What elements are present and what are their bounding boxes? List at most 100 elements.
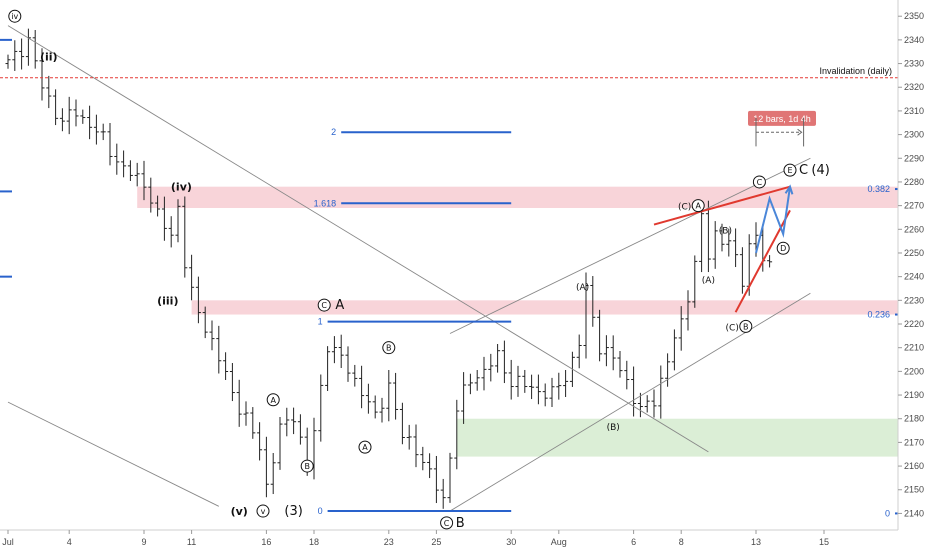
ohlc-bar (202, 306, 208, 339)
time-tick-label: 15 (819, 537, 829, 547)
ohlc-bar (644, 395, 650, 413)
ohlc-bar (712, 221, 718, 269)
time-tick-label: 6 (631, 537, 636, 547)
channel-upper-line[interactable] (449, 157, 811, 334)
wave-label: (v) (231, 505, 248, 518)
wave-label: iv (11, 12, 18, 21)
ohlc-bar (73, 99, 79, 127)
ohlc-bar (556, 372, 562, 400)
ohlc-bar (590, 276, 596, 327)
price-axis[interactable]: 2140 2150 2160 2170 2180 2190 2200 2210 2220 2230… (897, 0, 932, 550)
ohlc-bar (195, 276, 201, 324)
ohlc-bar (603, 335, 609, 367)
ohlc-bar (168, 216, 174, 248)
ohlc-bar (461, 372, 467, 424)
ohlc-bar (671, 329, 677, 371)
ohlc-bar (481, 356, 487, 391)
measure-arrow (797, 128, 803, 136)
time-axis[interactable]: Jul 4 9 11 16 18 23 25 30 Aug 6 8 13 15 (0, 529, 898, 547)
price-tick-label: 2200 (904, 366, 924, 376)
wave-label-circle (317, 298, 331, 312)
wave-label: (iii) (157, 294, 178, 307)
wave-label: C (444, 519, 450, 528)
time-tick-label: 11 (187, 537, 196, 547)
wave-label-circle (776, 241, 790, 255)
ohlc-bar (257, 422, 263, 461)
trendlines[interactable] (7, 25, 811, 512)
ohlc-bar (134, 162, 140, 187)
projection-path-line[interactable] (755, 186, 791, 254)
ohlc-bar (331, 336, 337, 364)
time-tick-label: 16 (261, 537, 271, 547)
price-tick-label: 2230 (904, 295, 924, 305)
price-tick-label: 2350 (904, 11, 924, 21)
ohlc-bar (107, 122, 113, 166)
price-tick-label: 2270 (904, 201, 924, 211)
wave-label-circle (752, 175, 766, 189)
wave-label: (ii) (40, 50, 58, 63)
ohlc-bar (413, 424, 419, 468)
ohlc-bar (583, 272, 589, 359)
wave-label: B (743, 322, 749, 331)
ohlc-bar (93, 114, 99, 145)
ohlc-bar (495, 344, 501, 373)
ohlc-bar (318, 374, 324, 442)
price-tick-label: 2240 (904, 272, 924, 282)
price-tick-label: 2220 (904, 319, 924, 329)
wave-label: D (780, 244, 786, 253)
long-downtrend-line[interactable] (7, 25, 709, 453)
ohlc-bar (209, 320, 215, 351)
ohlc-bar (515, 365, 521, 397)
ohlc-bar (474, 370, 480, 391)
ohlc-bar (32, 30, 38, 69)
ohlc-bar (277, 416, 283, 470)
ohlc-bar (529, 374, 535, 400)
projection-arrowhead (784, 184, 794, 195)
ohlc-bar (25, 28, 31, 66)
ohlc-bar (372, 395, 378, 419)
ohlc-bar (542, 383, 548, 407)
ohlc-bar (100, 123, 106, 141)
wave-label-circle (382, 341, 396, 355)
ohlc-bar (141, 160, 147, 201)
ohlc-bar (155, 195, 161, 217)
ohlc-bar (359, 365, 365, 409)
ohlc-bar (19, 38, 25, 70)
wave-label: (4) (811, 163, 829, 178)
time-tick-label: Jul (2, 537, 14, 547)
ohlc-bar (46, 75, 52, 109)
price-tick-label: 2340 (904, 35, 924, 45)
ohlc-bar (767, 255, 773, 268)
wave-label: (3) (284, 504, 302, 519)
support-zone (456, 418, 898, 457)
wave-label: (B) (607, 423, 620, 433)
ohlc-bar (12, 40, 18, 71)
price-tick-label: 2170 (904, 437, 924, 447)
wave-label: A (270, 396, 276, 405)
ohlc-bar (488, 353, 494, 382)
ohlc-bar (66, 96, 72, 135)
ohlc-bar (182, 196, 188, 278)
price-tick-label: 2190 (904, 390, 924, 400)
fib-level-label: 0 (318, 506, 323, 516)
ohlc-bar (223, 352, 229, 380)
ohlc-bar (338, 334, 344, 369)
ohlc-bar (263, 436, 269, 498)
fib-level-label: 2 (331, 127, 336, 137)
wedge-upper-line[interactable] (653, 185, 791, 226)
ohlc-bar (610, 335, 616, 371)
ohlc-bar (352, 364, 358, 387)
wave-label-circle (783, 163, 797, 177)
ohlc-bar (699, 203, 705, 273)
ohlc-bar (685, 290, 691, 331)
ohlc-bar (229, 362, 235, 402)
lower-downtrend-line[interactable] (7, 401, 219, 507)
wave-label: E (787, 166, 792, 175)
ohlc-bar (121, 150, 127, 178)
fib-levels[interactable]: 2 1.618 1 0 (314, 127, 512, 516)
ohlc-bar (719, 223, 725, 252)
ohlc-bar (617, 350, 623, 378)
ohlc-bar (665, 353, 671, 387)
price-tick-label: 2150 (904, 485, 924, 495)
